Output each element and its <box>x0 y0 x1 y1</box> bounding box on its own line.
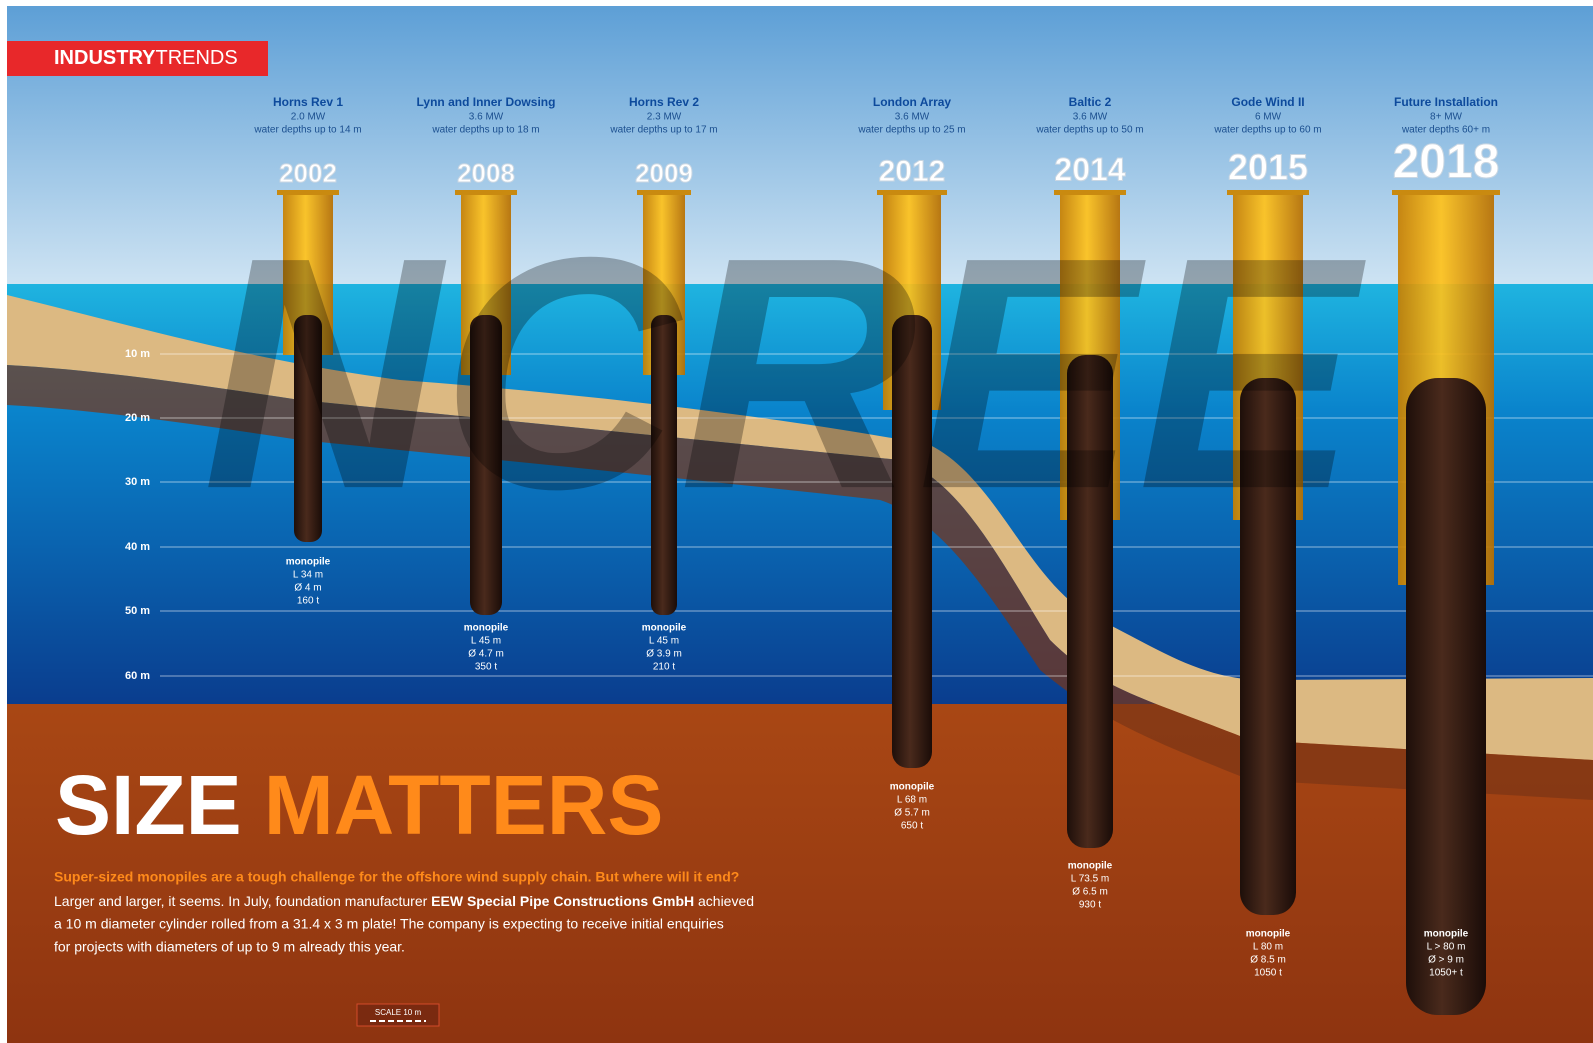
installation-depth: water depths up to 18 m <box>431 125 539 136</box>
depth-label: 10 m <box>125 348 150 360</box>
monopile-spec: monopile <box>1068 861 1113 872</box>
monopile-spec: Ø 4 m <box>294 583 321 594</box>
subtitle: Super-sized monopiles are a tough challe… <box>54 869 739 885</box>
installation-year: 2008 <box>457 158 515 188</box>
monopile-spec: Ø 6.5 m <box>1072 887 1108 898</box>
monopile <box>1406 378 1486 1015</box>
installation-year: 2012 <box>879 155 946 188</box>
installation-power: 6 MW <box>1255 112 1282 123</box>
body-text: Larger and larger, it seems. In July, fo… <box>54 893 431 909</box>
installation-name: Horns Rev 1 <box>273 95 343 109</box>
installation-depth: water depths 60+ m <box>1401 125 1490 136</box>
title-part: MATTERS <box>264 758 664 852</box>
installation-name: Baltic 2 <box>1069 95 1112 109</box>
header-label: INDUSTRYTRENDS <box>54 47 238 69</box>
monopile-spec: L 45 m <box>649 636 679 647</box>
monopile-spec: monopile <box>464 623 509 634</box>
installation-power: 3.6 MW <box>469 112 504 123</box>
installation-name: Future Installation <box>1394 95 1498 109</box>
depth-label: 60 m <box>125 670 150 682</box>
monopile-spec: monopile <box>642 623 687 634</box>
installation-depth: water depths up to 50 m <box>1035 125 1143 136</box>
installation-name: London Array <box>873 95 952 109</box>
monopile-spec: Ø 4.7 m <box>468 649 504 660</box>
installation-year: 2015 <box>1228 147 1308 188</box>
depth-label: 30 m <box>125 476 150 488</box>
body-line: Larger and larger, it seems. In July, fo… <box>54 893 754 909</box>
installation-name: Horns Rev 2 <box>629 95 699 109</box>
installation-depth: water depths up to 25 m <box>857 125 965 136</box>
monopile-spec: 210 t <box>653 662 675 673</box>
body-line: a 10 m diameter cylinder rolled from a 3… <box>54 916 724 932</box>
monopile-spec: monopile <box>1246 929 1291 940</box>
monopile-spec: L 45 m <box>471 636 501 647</box>
installation-depth: water depths up to 14 m <box>253 125 361 136</box>
installation-year: 2014 <box>1054 151 1125 187</box>
monopile-spec: 160 t <box>297 596 319 607</box>
monopile-spec: 650 t <box>901 821 923 832</box>
installation-name: Lynn and Inner Dowsing <box>417 95 556 109</box>
installation-year: 2018 <box>1393 136 1500 189</box>
monopile-spec: 1050+ t <box>1429 968 1463 979</box>
sleeve-cap <box>1392 190 1500 195</box>
monopile-spec: 1050 t <box>1254 968 1282 979</box>
watermark: NCREE <box>202 188 1369 557</box>
monopile-spec: L 34 m <box>293 570 323 581</box>
depth-label: 40 m <box>125 541 150 553</box>
monopile-spec: Ø > 9 m <box>1428 955 1464 966</box>
depth-label: 50 m <box>125 605 150 617</box>
monopile-spec: monopile <box>286 557 331 568</box>
installation-name: Gode Wind II <box>1231 95 1304 109</box>
installation-depth: water depths up to 17 m <box>609 125 717 136</box>
installation-year: 2009 <box>635 158 693 188</box>
infographic: 10 m 20 m 30 m 40 m 50 m 60 m Horns Rev 1 2.0 … <box>0 0 1593 1043</box>
header-light: TRENDS <box>155 47 237 69</box>
installation-power: 8+ MW <box>1430 112 1463 123</box>
monopile-spec: 350 t <box>475 662 497 673</box>
installation-year: 2002 <box>279 158 337 188</box>
monopile-spec: L 68 m <box>897 795 927 806</box>
monopile-spec: L > 80 m <box>1427 942 1466 953</box>
installation-power: 2.3 MW <box>647 112 682 123</box>
monopile-spec: Ø 3.9 m <box>646 649 682 660</box>
monopile-spec: Ø 5.7 m <box>894 808 930 819</box>
header-bold: INDUSTRY <box>54 47 156 69</box>
monopile-spec: L 80 m <box>1253 942 1283 953</box>
monopile-spec: Ø 8.5 m <box>1250 955 1286 966</box>
installation-power: 3.6 MW <box>1073 112 1108 123</box>
monopile-spec: monopile <box>890 782 935 793</box>
installation-power: 2.0 MW <box>291 112 326 123</box>
monopile-spec: L 73.5 m <box>1071 874 1110 885</box>
monopile-spec: monopile <box>1424 929 1469 940</box>
installation-depth: water depths up to 60 m <box>1213 125 1321 136</box>
monopile-spec: 930 t <box>1079 900 1101 911</box>
scale-label: SCALE 10 m <box>375 1008 422 1017</box>
body-line: for projects with diameters of up to 9 m… <box>54 939 405 955</box>
body-bold: EEW Special Pipe Constructions GmbH <box>431 893 694 909</box>
depth-label: 20 m <box>125 412 150 424</box>
body-text: achieved <box>694 893 754 909</box>
installation-power: 3.6 MW <box>895 112 930 123</box>
title-part: SIZE <box>55 758 242 852</box>
